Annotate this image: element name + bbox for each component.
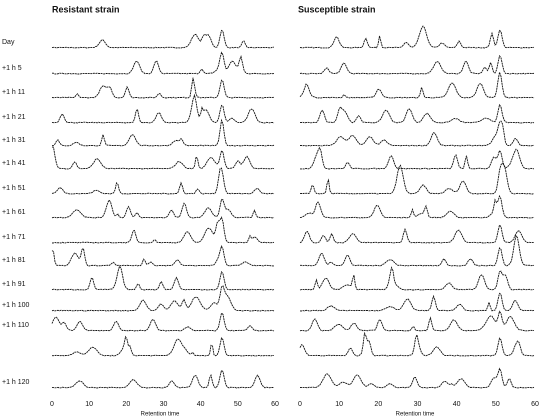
trace [299, 292, 535, 312]
trace [299, 70, 535, 99]
row-label: +1 h 41 [2, 160, 26, 167]
row-label: +1 h 21 [2, 114, 26, 121]
panel-title: Resistant strain [52, 4, 120, 14]
row-label: +1 h 11 [2, 89, 25, 96]
x-tick-label: 20 [374, 401, 382, 408]
row-label: Day [2, 39, 15, 46]
panel-title: Susceptible strain [298, 4, 376, 14]
trace [52, 51, 275, 75]
trace [51, 77, 275, 99]
row-label: +1 h 71 [2, 234, 26, 241]
x-tick-label: 50 [492, 401, 500, 408]
trace [51, 146, 275, 170]
trace [299, 25, 535, 49]
row-label: +1 h 120 [2, 379, 30, 386]
x-tick-label: 0 [298, 401, 302, 408]
row-label: +1 h 61 [2, 209, 26, 216]
x-tick-label: 20 [122, 401, 130, 408]
trace [51, 198, 275, 219]
row-label: +1 h 100 [2, 302, 30, 309]
x-tick-label: 40 [197, 401, 205, 408]
trace [51, 29, 274, 49]
row-label: +1 h 91 [2, 281, 26, 288]
trace [299, 367, 535, 389]
row-label: +1 h 81 [2, 257, 26, 264]
axis-label: Retention time [141, 412, 180, 418]
axis-label: Retention time [396, 412, 435, 418]
trace [51, 369, 275, 389]
row-label: +1 h 31 [2, 137, 26, 144]
trace [299, 194, 535, 219]
trace [51, 312, 275, 332]
trace [299, 331, 535, 357]
trace [51, 285, 275, 312]
trace [51, 118, 275, 147]
trace [51, 265, 275, 291]
trace [299, 310, 535, 332]
x-tick-label: 30 [414, 401, 422, 408]
trace [51, 244, 274, 267]
trace [299, 103, 535, 124]
x-tick-label: 10 [335, 401, 343, 408]
trace [51, 216, 275, 244]
x-tick-label: 10 [85, 401, 93, 408]
trace [299, 266, 535, 291]
x-tick-label: 60 [531, 401, 539, 408]
trace [300, 146, 535, 170]
trace [299, 54, 535, 75]
trace [299, 224, 535, 244]
x-tick-label: 50 [234, 401, 242, 408]
row-label: +1 h 5 [2, 65, 22, 72]
x-tick-label: 60 [271, 401, 279, 408]
trace [52, 335, 274, 357]
trace [299, 162, 535, 195]
trace [300, 120, 535, 147]
x-tick-label: 0 [50, 401, 54, 408]
trace [51, 93, 275, 124]
trace [300, 234, 535, 267]
row-label: +1 h 110 [2, 322, 29, 329]
trace [51, 167, 275, 195]
x-tick-label: 40 [453, 401, 461, 408]
x-tick-label: 30 [160, 401, 168, 408]
row-label: +1 h 51 [2, 185, 26, 192]
